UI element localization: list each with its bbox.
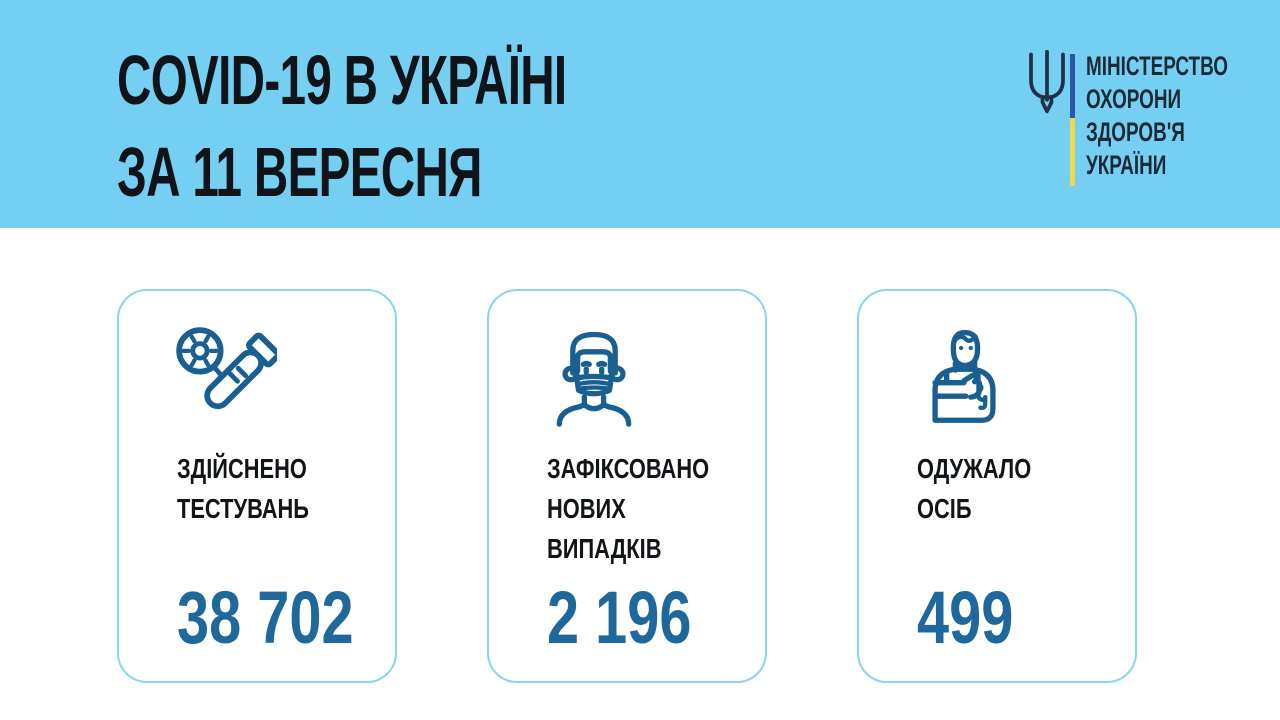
stat-label: ЗАФІКСОВАНО НОВИХ ВИПАДКІВ bbox=[547, 453, 710, 564]
flag-bar bbox=[1070, 54, 1075, 186]
test-tube-virus-icon bbox=[171, 319, 281, 429]
stat-card-tests: ЗДІЙСНЕНО ТЕСТУВАНЬ 38 702 bbox=[117, 289, 397, 683]
stat-card-recovered: ОДУЖАЛО ОСІБ 499 bbox=[857, 289, 1137, 683]
recovered-person-icon bbox=[911, 319, 1017, 429]
stat-value: 2 196 bbox=[547, 576, 692, 659]
trident-icon bbox=[1029, 50, 1065, 114]
stat-value: 38 702 bbox=[177, 576, 354, 659]
flag-bar-blue bbox=[1070, 54, 1075, 118]
header-banner: COVID-19 В УКРАЇНІ ЗА 11 ВЕРЕСНЯ МІНІСТЕ… bbox=[0, 0, 1280, 228]
stat-label: ЗДІЙСНЕНО ТЕСТУВАНЬ bbox=[177, 453, 309, 524]
stat-value: 499 bbox=[917, 576, 1014, 659]
ministry-name: МІНІСТЕРСТВО ОХОРОНИ ЗДОРОВ'Я УКРАЇНИ bbox=[1086, 51, 1228, 180]
stat-card-new-cases: ЗАФІКСОВАНО НОВИХ ВИПАДКІВ 2 196 bbox=[487, 289, 767, 683]
masked-person-icon bbox=[541, 319, 647, 429]
stat-label: ОДУЖАЛО ОСІБ bbox=[917, 453, 1032, 524]
page-title: COVID-19 В УКРАЇНІ ЗА 11 ВЕРЕСНЯ bbox=[117, 41, 567, 211]
flag-bar-yellow bbox=[1070, 118, 1075, 186]
